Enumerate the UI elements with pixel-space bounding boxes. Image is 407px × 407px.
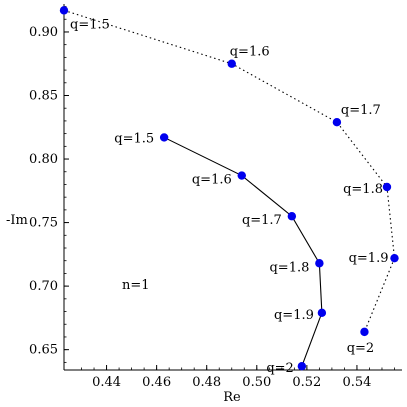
x-tick-label: 0.50 xyxy=(242,375,271,390)
y-tick-label: 0.65 xyxy=(29,343,58,358)
point-label: q=1.8 xyxy=(343,182,383,197)
data-point xyxy=(317,308,327,318)
point-label: q=1.9 xyxy=(349,251,389,266)
series-line-2 xyxy=(163,136,323,367)
data-point xyxy=(227,59,236,68)
x-axis-label: Re xyxy=(223,390,241,405)
data-point xyxy=(59,6,69,15)
axes: 0.44 0.46 0.48 0.50 0.52 0.54 0.65 0.70 0.75 0.80… xyxy=(29,4,402,390)
point-label: q=2 xyxy=(347,341,375,356)
y-tick-label: 0.75 xyxy=(29,216,58,231)
y-tick-label: 0.70 xyxy=(29,279,58,294)
data-point xyxy=(237,171,246,180)
data-point xyxy=(390,253,399,263)
data-point xyxy=(159,133,169,142)
data-point xyxy=(297,361,307,371)
series-lines xyxy=(63,9,396,367)
point-label: q=1.6 xyxy=(192,173,232,188)
point-label: q=1.8 xyxy=(269,260,309,275)
x-tick-label: 0.46 xyxy=(142,375,171,390)
point-labels: q=1.5 q=1.6 q=1.7 q=1.8 q=1.9 q=2 q=1.5 q=1.6 q=… xyxy=(70,17,388,376)
y-tick-label: 0.90 xyxy=(29,25,58,40)
point-label: q=1.6 xyxy=(230,45,270,60)
y-tick-label: 0.80 xyxy=(29,152,58,167)
x-tick-label: 0.52 xyxy=(292,375,321,390)
point-label: q=1.5 xyxy=(114,131,154,146)
data-point xyxy=(382,182,392,192)
y-axis-label: -Im xyxy=(6,213,28,228)
point-label: q=1.7 xyxy=(242,213,282,228)
point-label: q=1.5 xyxy=(70,17,110,32)
point-label: q=1.7 xyxy=(341,103,381,118)
data-point xyxy=(315,259,324,268)
x-tick-label: 0.44 xyxy=(92,375,121,390)
data-point xyxy=(332,117,342,127)
data-points xyxy=(59,6,399,371)
data-point xyxy=(287,212,297,221)
point-label: q=2 xyxy=(266,361,294,376)
x-tick-label: 0.48 xyxy=(192,375,221,390)
x-tick-label: 0.54 xyxy=(342,375,371,390)
data-point xyxy=(360,327,369,337)
y-tick-label: 0.85 xyxy=(29,89,58,104)
point-label: q=1.9 xyxy=(274,308,314,323)
annotation-n: n=1 xyxy=(122,278,150,293)
